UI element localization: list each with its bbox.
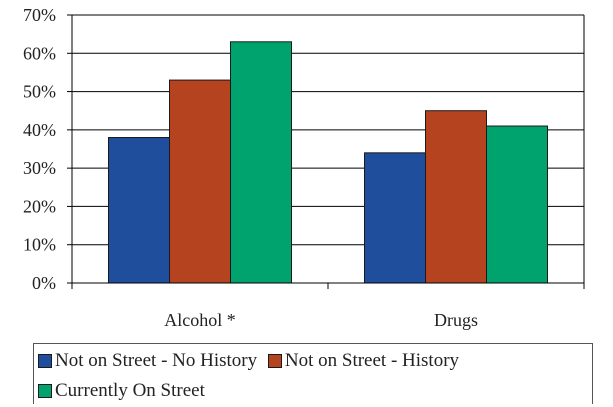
y-tick-label: 70%: [23, 5, 56, 25]
bar: [364, 152, 426, 284]
y-tick-label: 40%: [23, 120, 56, 140]
legend-item-on-street: Currently On Street: [38, 377, 205, 405]
y-tick-label: 30%: [23, 158, 56, 178]
legend-label-on-street: Currently On Street: [55, 380, 205, 401]
chart-legend: Not on Street - No History Not on Street…: [33, 343, 593, 404]
x-category-label: Alcohol *: [164, 310, 236, 330]
legend-swatch-no-history: [38, 354, 52, 368]
legend-swatch-on-street: [38, 384, 52, 398]
bar: [230, 41, 292, 284]
bar: [108, 137, 170, 284]
legend-item-no-history: Not on Street - No History: [38, 347, 257, 375]
y-tick-label: 60%: [23, 43, 56, 63]
bar: [425, 110, 487, 284]
y-tick-label: 10%: [23, 235, 56, 255]
legend-swatch-history: [267, 354, 282, 368]
y-tick-label: 50%: [23, 82, 56, 102]
bar-chart: 0% 10% 20% 30% 40% 50% 60% 70% Alcohol * Drugs: [23, 5, 585, 330]
x-category-label: Drugs: [434, 310, 478, 330]
y-tick-label: 20%: [23, 196, 56, 216]
y-tick-label: 0%: [32, 273, 56, 293]
legend-label-no-history: Not on Street - No History: [55, 350, 258, 371]
bar: [486, 125, 548, 284]
legend-item-history: Not on Street - History: [267, 347, 460, 375]
legend-label-history: Not on Street - History: [284, 350, 460, 371]
bar: [169, 79, 231, 284]
